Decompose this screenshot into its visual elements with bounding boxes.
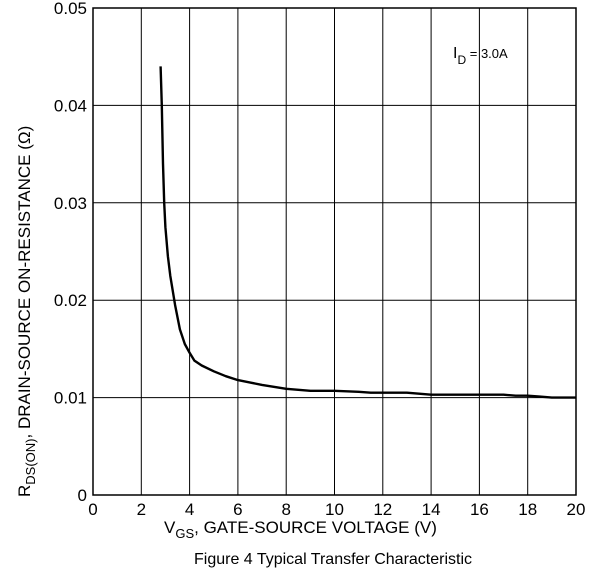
plot-frame — [92, 7, 577, 496]
grid — [93, 8, 576, 495]
y-tick-label: 0.03 — [54, 194, 87, 213]
y-tick-labels: 0 0.01 0.02 0.03 0.04 0.05 — [54, 0, 87, 505]
y-tick-label: 0.02 — [54, 291, 87, 310]
x-tick-label: 12 — [373, 500, 392, 519]
id-annotation: ID = 3.0A — [453, 45, 508, 67]
x-tick-label: 8 — [281, 500, 290, 519]
x-tick-label: 10 — [325, 500, 344, 519]
x-tick-label: 16 — [470, 500, 489, 519]
y-axis-label: RDS(ON), DRAIN-SOURCE ON-RESISTANCE (Ω) — [15, 126, 38, 497]
y-tick-label: 0.04 — [54, 96, 87, 115]
x-tick-label: 14 — [422, 500, 441, 519]
x-axis-label: VGS, GATE-SOURCE VOLTAGE (V) — [164, 518, 437, 541]
x-tick-label: 0 — [88, 500, 97, 519]
x-tick-label: 6 — [233, 500, 242, 519]
figure-caption: Figure 4 Typical Transfer Characteristic — [194, 551, 472, 568]
x-tick-label: 18 — [518, 500, 537, 519]
y-tick-label: 0 — [78, 486, 87, 505]
y-tick-label: 0.05 — [54, 0, 87, 18]
resistance-curve — [159, 66, 576, 399]
x-tick-label: 4 — [185, 500, 194, 519]
x-tick-label: 2 — [137, 500, 146, 519]
y-tick-label: 0.01 — [54, 389, 87, 408]
x-tick-label: 20 — [567, 500, 586, 519]
x-tick-labels: 0 2 4 6 8 10 12 14 16 18 20 — [88, 500, 585, 519]
